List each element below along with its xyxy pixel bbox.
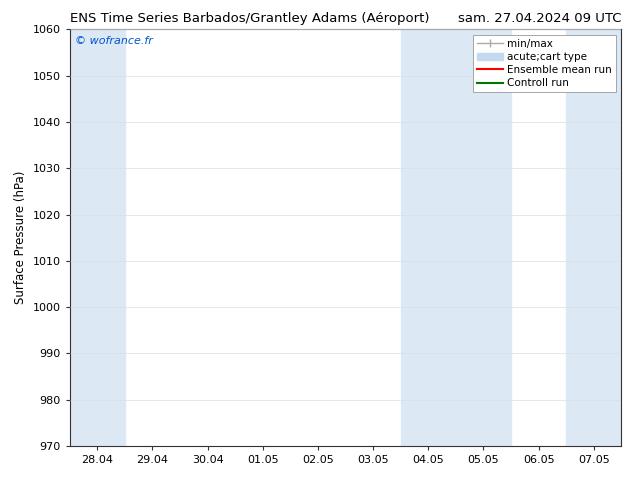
Text: ENS Time Series Barbados/Grantley Adams (Aéroport): ENS Time Series Barbados/Grantley Adams … <box>70 12 429 25</box>
Bar <box>566 29 621 446</box>
Text: © wofrance.fr: © wofrance.fr <box>75 36 153 46</box>
Text: sam. 27.04.2024 09 UTC: sam. 27.04.2024 09 UTC <box>458 12 621 25</box>
Legend: min/max, acute;cart type, Ensemble mean run, Controll run: min/max, acute;cart type, Ensemble mean … <box>473 35 616 92</box>
Bar <box>401 29 511 446</box>
Bar <box>70 29 125 446</box>
Y-axis label: Surface Pressure (hPa): Surface Pressure (hPa) <box>14 171 27 304</box>
